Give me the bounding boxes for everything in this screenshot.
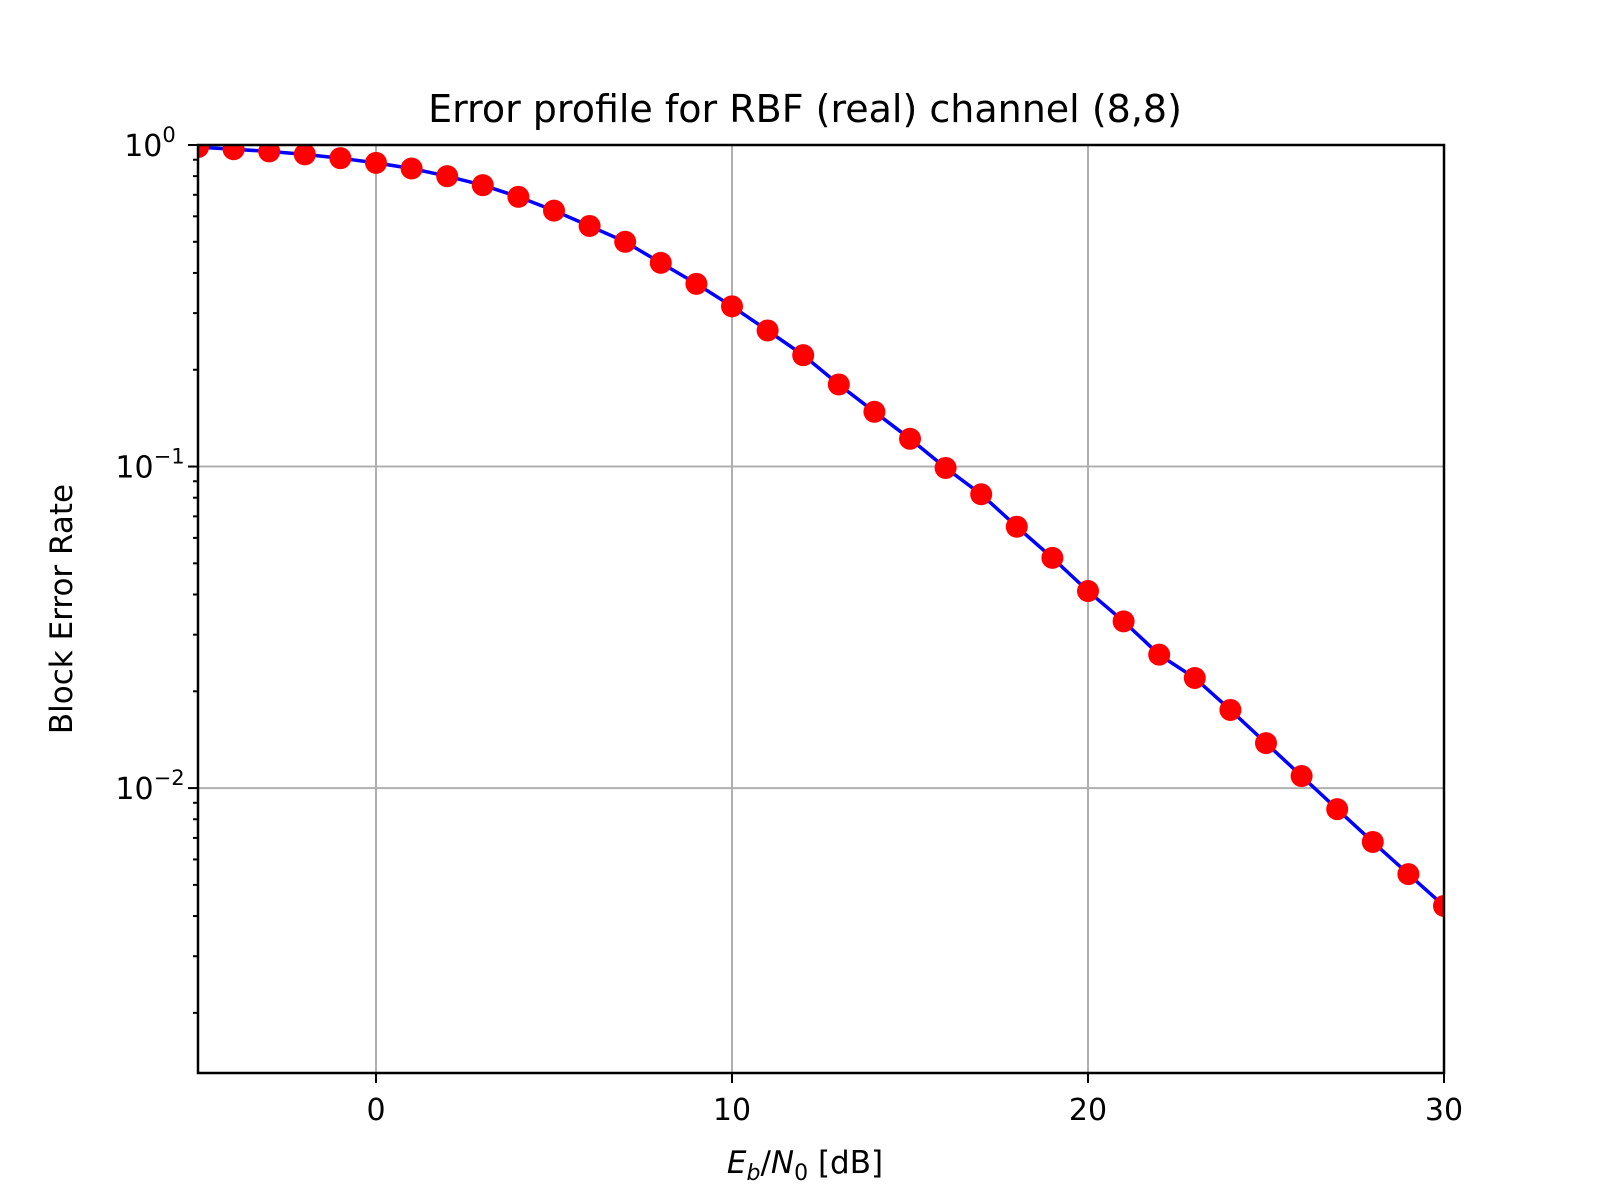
x-tick-label: 30 [1425, 1093, 1463, 1128]
plot-frame [196, 143, 1446, 1075]
data-point [792, 344, 815, 367]
data-point [507, 185, 530, 208]
series-line [198, 145, 1444, 908]
data-point [1041, 546, 1064, 569]
data-point [685, 272, 708, 295]
x-label-slash: / [760, 1145, 771, 1181]
data-point [198, 145, 209, 159]
data-point [293, 145, 316, 166]
data-point [1326, 798, 1349, 821]
data-point [400, 157, 423, 180]
data-point [614, 230, 637, 253]
data-point [649, 251, 672, 274]
data-point [578, 214, 601, 237]
axis-ticks: 0 10 20 30 100 10−1 10−2 [115, 123, 1463, 1128]
chart-title: Error profile for RBF (real) channel (8,… [428, 87, 1182, 131]
x-label-var: E [727, 1145, 747, 1181]
data-point [721, 295, 743, 318]
data-point [863, 400, 886, 423]
data-point [471, 174, 494, 197]
data-point [258, 145, 281, 163]
data-point [899, 427, 921, 450]
data-point [436, 165, 459, 188]
data-point [756, 319, 779, 342]
x-label-var2: N [771, 1145, 794, 1181]
data-point [1077, 580, 1099, 603]
data-point [1005, 515, 1028, 538]
x-tick-label: 10 [713, 1093, 751, 1128]
data-point [1255, 732, 1277, 755]
data-point [1219, 698, 1242, 721]
data-point [365, 151, 387, 174]
y-tick-label: 10−2 [115, 766, 184, 807]
grid [198, 144, 1445, 1073]
y-tick-label: 10−1 [115, 445, 184, 486]
data-point [543, 199, 565, 222]
data-point [1361, 830, 1384, 853]
data-point [970, 483, 993, 506]
data-point [1397, 863, 1420, 886]
data-point [1183, 666, 1206, 689]
data-point [222, 145, 245, 161]
y-tick-label: 100 [124, 123, 176, 164]
x-label-sub: b [746, 1161, 760, 1186]
data-point [329, 147, 352, 170]
data-point [827, 373, 850, 396]
data-point [934, 456, 957, 479]
data-point [1148, 643, 1171, 666]
y-axis-label: Block Error Rate [44, 484, 80, 734]
series [198, 145, 1444, 917]
x-tick-label: 0 [366, 1093, 385, 1128]
x-label-unit: [dB] [808, 1145, 883, 1181]
data-point [1112, 610, 1135, 633]
data-point [1433, 894, 1444, 917]
data-point [1290, 765, 1313, 788]
x-tick-label: 20 [1069, 1093, 1107, 1128]
x-axis-label: Eb/N0 [dB] [727, 1145, 883, 1186]
x-label-sub2: 0 [794, 1161, 808, 1186]
